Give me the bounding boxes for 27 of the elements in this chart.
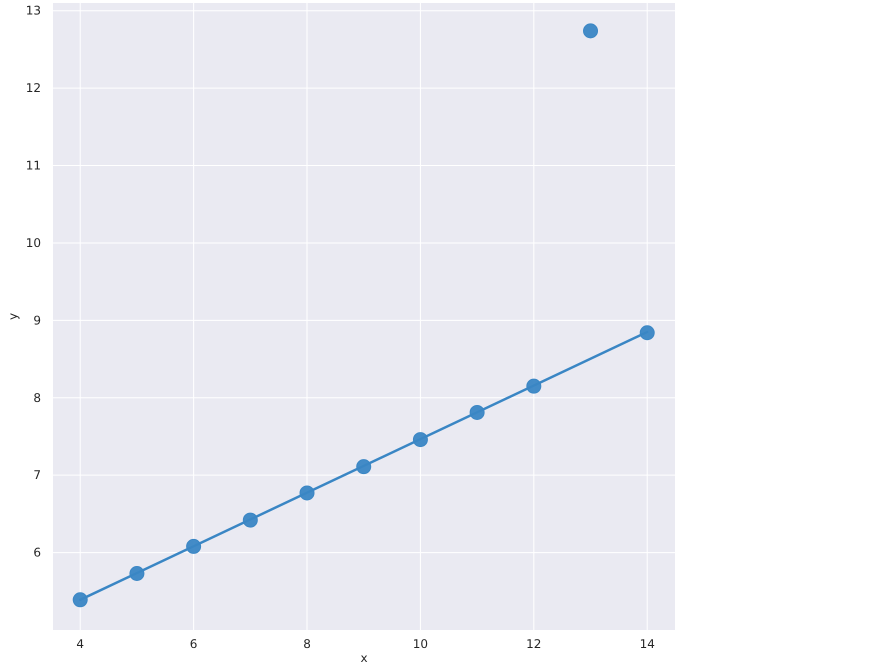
y-tick-label: 9 [33,313,41,328]
point [242,512,258,528]
point [129,566,144,581]
x-tick-label: 8 [303,637,311,651]
point [470,404,485,420]
point [640,325,655,340]
point [300,485,315,500]
y-axis-title: y [6,312,20,320]
y-tick-label: 10 [26,236,41,250]
y-tick-label: 11 [26,158,41,173]
y-tick-label: 12 [26,81,41,96]
point [412,432,428,448]
x-tick-label: 12 [526,637,542,651]
y-tick-label: 6 [33,546,41,560]
x-tick-label: 6 [190,637,198,651]
y-tick-label: 8 [33,390,41,405]
x-axis-title: x [360,651,368,665]
x-tick-label: 14 [640,637,655,651]
y-tick-label: 7 [33,468,41,482]
point [72,592,88,608]
point [583,23,598,38]
point [526,378,542,394]
point [186,538,202,554]
point [356,459,372,474]
y-tick-label: 13 [26,4,41,18]
x-tick-label: 4 [76,637,84,651]
x-tick-label: 10 [412,637,428,651]
